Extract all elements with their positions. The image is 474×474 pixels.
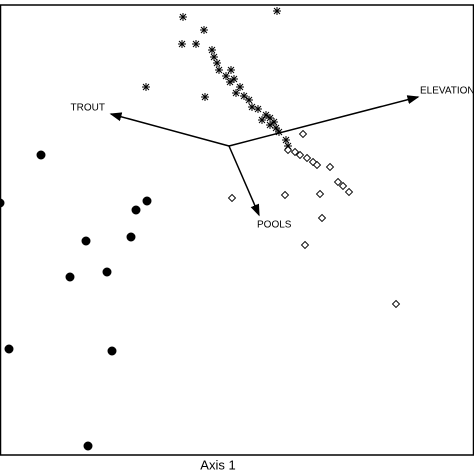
star-point	[273, 7, 281, 15]
diamond-point	[280, 190, 290, 200]
star-point	[227, 66, 235, 74]
star-point	[254, 105, 262, 113]
diamond-point	[283, 145, 293, 155]
star-point	[201, 93, 209, 101]
star-point	[275, 128, 283, 136]
star-point	[178, 40, 186, 48]
star-point	[266, 114, 274, 122]
star-point	[213, 59, 221, 67]
diamond-point	[302, 153, 312, 163]
star-point	[240, 92, 248, 100]
circle-point	[83, 441, 93, 451]
star-point	[236, 83, 244, 91]
vector-label: TROUT	[71, 103, 105, 114]
circle-point	[65, 272, 75, 282]
star-point	[270, 118, 278, 126]
star-point	[179, 13, 187, 21]
star-point	[200, 26, 208, 34]
star-point	[226, 78, 234, 86]
diamond-point	[298, 129, 308, 139]
star-point	[272, 124, 280, 132]
star-point	[282, 136, 290, 144]
diamond-point	[315, 189, 325, 199]
diamond-point	[290, 147, 300, 157]
star-point	[232, 89, 240, 97]
diamond-point	[344, 187, 354, 197]
star-point	[266, 121, 274, 129]
vector-label: ELEVATION	[420, 86, 474, 97]
diamond-point	[312, 160, 322, 170]
diamond-point	[325, 162, 335, 172]
diamond-point	[295, 150, 305, 160]
star-point	[262, 111, 270, 119]
vector-arrow	[109, 112, 230, 147]
circle-point	[107, 346, 117, 356]
star-point	[230, 75, 238, 83]
star-point	[248, 103, 256, 111]
x-axis-label: Axis 1	[200, 457, 235, 472]
diamond-point	[300, 240, 310, 250]
vector-label: POOLS	[257, 220, 292, 231]
star-point	[210, 53, 218, 61]
vector-arrow	[228, 95, 420, 147]
diamond-point	[338, 181, 348, 191]
star-point	[245, 96, 253, 104]
circle-point	[0, 198, 5, 208]
diamond-point	[391, 299, 401, 309]
circle-point	[142, 196, 152, 206]
diamond-point	[333, 177, 343, 187]
star-point	[215, 66, 223, 74]
star-point	[142, 83, 150, 91]
circle-point	[131, 205, 141, 215]
star-point	[222, 72, 230, 80]
star-point	[192, 40, 200, 48]
diamond-point	[227, 193, 237, 203]
circle-point	[126, 232, 136, 242]
star-point	[258, 116, 266, 124]
star-point	[208, 46, 216, 54]
circle-point	[4, 344, 14, 354]
diamond-point	[317, 213, 327, 223]
circle-point	[36, 150, 46, 160]
circle-point	[102, 267, 112, 277]
vector-arrow	[228, 145, 260, 217]
circle-point	[81, 236, 91, 246]
plot-frame	[0, 4, 474, 456]
